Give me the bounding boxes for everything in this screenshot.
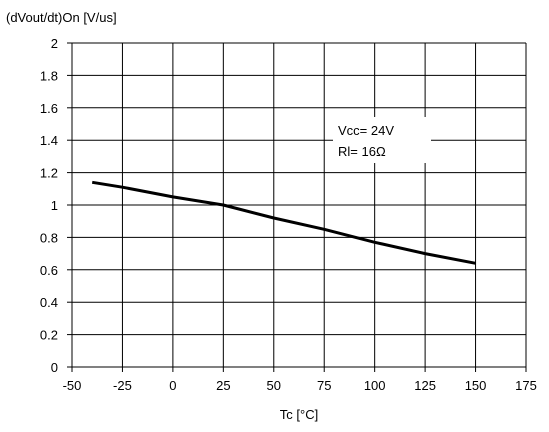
- y-tick-label: 1.2: [40, 166, 58, 181]
- y-tick-label: 1: [51, 198, 58, 213]
- x-tick-label: 100: [364, 378, 386, 393]
- x-tick-label: 175: [515, 378, 537, 393]
- y-axis-title: (dVout/dt)On [V/us]: [6, 10, 117, 25]
- y-tick-label: 1.4: [40, 133, 58, 148]
- series-line: [91, 180, 476, 265]
- y-tick-label: 0: [51, 360, 58, 375]
- x-tick-label: 125: [414, 378, 436, 393]
- tick-labels: 0 0.2 0.4 0.6 0.8 1 1.2 1.4 1.6 1.8 2 -50 -25 0 25 50 75…: [40, 36, 537, 393]
- y-tick-label: 0.8: [40, 230, 58, 245]
- x-tick-label: 150: [465, 378, 487, 393]
- x-tick-label: 25: [216, 378, 230, 393]
- y-tick-label: 2: [51, 36, 58, 51]
- y-tick-label: 1.8: [40, 68, 58, 83]
- x-tick-label: 75: [317, 378, 331, 393]
- annotation-rl: Rl= 16Ω: [338, 144, 386, 159]
- x-axis-title: Tc [°C]: [280, 407, 318, 422]
- x-tick-label: -25: [113, 378, 132, 393]
- y-tick-label: 0.4: [40, 295, 58, 310]
- y-tick-label: 1.6: [40, 101, 58, 116]
- grid: [67, 42, 527, 372]
- annotation-box: [333, 117, 431, 163]
- x-tick-label: 50: [267, 378, 281, 393]
- y-tick-label: 0.6: [40, 263, 58, 278]
- series-group: [91, 180, 476, 265]
- x-tick-label: -50: [63, 378, 82, 393]
- y-tick-label: 0.2: [40, 328, 58, 343]
- x-tick-label: 0: [169, 378, 176, 393]
- annotation-vcc: Vcc= 24V: [338, 123, 394, 138]
